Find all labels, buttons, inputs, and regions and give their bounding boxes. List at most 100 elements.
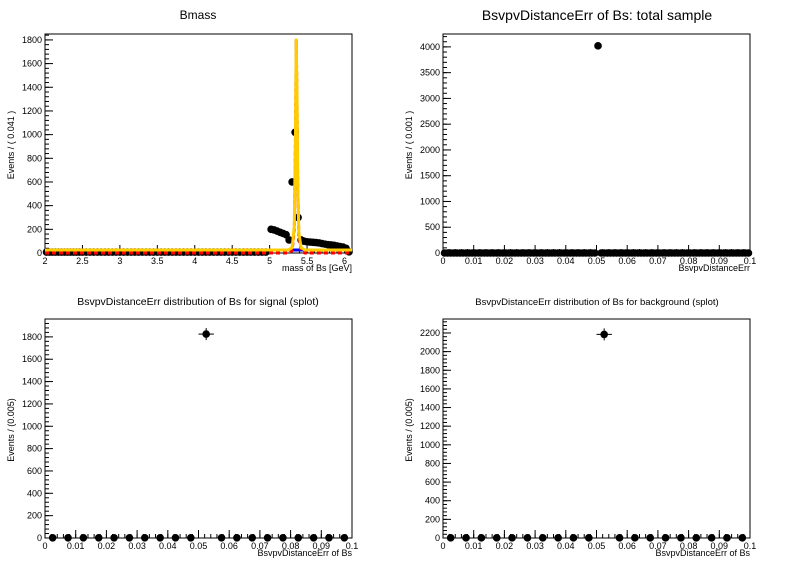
data-point [110, 533, 118, 542]
x-tick-label: 0 [42, 541, 47, 551]
plot-panel-1: Bmass 0 200 400 600 800 1000 1200 1400 1600 1800 2 2… [6, 8, 353, 273]
data-point [446, 534, 455, 542]
y-tick-label: 2500 [420, 119, 440, 129]
y-tick-label: 600 [27, 177, 42, 187]
x-tick-label: 0.01 [465, 541, 483, 551]
x-axis-label: BsvpvDistanceErr of Bs [655, 548, 750, 558]
data-point [187, 533, 195, 542]
y-tick-label: 1400 [22, 82, 42, 92]
x-tick-label: 0.02 [496, 541, 514, 551]
y-tick-label: 1200 [22, 106, 42, 116]
y-tick-label: 200 [425, 514, 440, 524]
data-point [585, 534, 593, 542]
data-point [294, 533, 303, 542]
x-tick-label: 0.1 [346, 541, 359, 551]
plot-frame [442, 33, 751, 254]
x-tick-label: 0.08 [680, 541, 698, 551]
y-tick-label: 3500 [420, 68, 440, 78]
y-tick-label: 1000 [420, 440, 440, 450]
x-tick-label: 4 [192, 256, 197, 266]
y-tick-label: 200 [27, 224, 42, 234]
y-tick-label: 1200 [420, 421, 440, 431]
y-tick-label: 400 [425, 496, 440, 506]
data-point [591, 249, 599, 257]
x-tick-label: 2.5 [76, 256, 89, 266]
y-tick-label: 800 [27, 444, 42, 454]
x-tick-label: 0.1 [744, 541, 757, 551]
y-tick-label: 0 [435, 533, 440, 543]
x-axis-label: BsvpvDistanceErr [678, 263, 750, 273]
x-tick-label: 0.05 [588, 541, 606, 551]
y-tick-label: 1400 [420, 403, 440, 413]
data-point [615, 534, 624, 542]
y-tick-label: 1600 [420, 384, 440, 394]
data-point [738, 534, 747, 542]
series-line-signal [45, 39, 352, 255]
x-tick-label: 0.04 [557, 541, 575, 551]
y-tick-label: 1600 [22, 59, 42, 69]
data-point [125, 533, 134, 542]
plot-title: Bmass [180, 8, 217, 22]
x-tick-label: 0.01 [465, 256, 483, 266]
y-tick-label: 800 [27, 153, 42, 163]
data-point [554, 534, 562, 542]
plot-title: BsvpvDistanceErr distribution of Bs for … [475, 297, 718, 308]
data-point [48, 533, 57, 542]
x-tick-label: 0.09 [313, 541, 331, 551]
plot-panel-2: BsvpvDistanceErr of Bs: total sample 0 500… [404, 7, 756, 273]
y-tick-label: 1800 [420, 365, 440, 375]
data-point [600, 330, 608, 339]
data-point [202, 330, 210, 338]
x-tick-label: 0.05 [588, 256, 606, 266]
y-tick-label: 1200 [22, 399, 42, 409]
data-point [462, 534, 470, 542]
y-tick-label: 2200 [420, 328, 440, 338]
y-tick-label: 2000 [420, 347, 440, 357]
x-axis-label: BsvpvDistanceErr of Bs [257, 548, 352, 558]
x-tick-label: 3.5 [151, 256, 164, 266]
x-tick-label: 0.07 [649, 541, 667, 551]
y-tick-label: 1800 [22, 35, 42, 45]
x-tick-label: 0.04 [159, 541, 177, 551]
y-tick-label: 1800 [22, 332, 42, 342]
y-tick-label: 0 [37, 533, 42, 543]
plot-panel-4: BsvpvDistanceErr distribution of Bs for … [404, 297, 756, 558]
x-tick-label: 0.07 [251, 541, 269, 551]
x-tick-label: 0.02 [98, 541, 116, 551]
y-axis-label: Events / ( 0.001 ) [404, 111, 414, 180]
data-point [492, 534, 501, 542]
y-tick-label: 0 [37, 248, 42, 258]
data-point [661, 534, 670, 542]
plot-title: BsvpvDistanceErr distribution of Bs for … [77, 296, 319, 308]
y-tick-label: 1500 [420, 171, 440, 181]
x-tick-label: 0.03 [526, 256, 544, 266]
data-point [523, 534, 532, 542]
data-point [508, 534, 516, 542]
y-tick-label: 1000 [22, 130, 42, 140]
y-axis-label: Events / (0.005) [404, 398, 414, 462]
plot-title: BsvpvDistanceErr of Bs: total sample [482, 7, 713, 23]
x-tick-label: 0 [440, 256, 445, 266]
data-point [171, 533, 180, 542]
y-tick-label: 400 [27, 201, 42, 211]
data-point [325, 533, 333, 542]
data-point [285, 236, 293, 244]
x-tick-label: 0.06 [618, 256, 636, 266]
x-tick-label: 2 [42, 256, 47, 266]
data-point [340, 533, 349, 542]
data-point [477, 534, 486, 542]
data-point [707, 534, 716, 542]
x-tick-label: 4.5 [226, 256, 239, 266]
y-tick-label: 1000 [420, 196, 440, 206]
y-tick-label: 200 [27, 511, 42, 521]
data-point [594, 42, 602, 50]
y-tick-label: 600 [425, 477, 440, 487]
series-line-total [45, 38, 352, 252]
x-tick-label: 0.04 [557, 256, 575, 266]
y-tick-label: 800 [425, 458, 440, 468]
data-point [692, 534, 701, 542]
x-tick-label: 0.05 [190, 541, 208, 551]
plot-frame [44, 318, 353, 539]
data-point [677, 534, 685, 542]
